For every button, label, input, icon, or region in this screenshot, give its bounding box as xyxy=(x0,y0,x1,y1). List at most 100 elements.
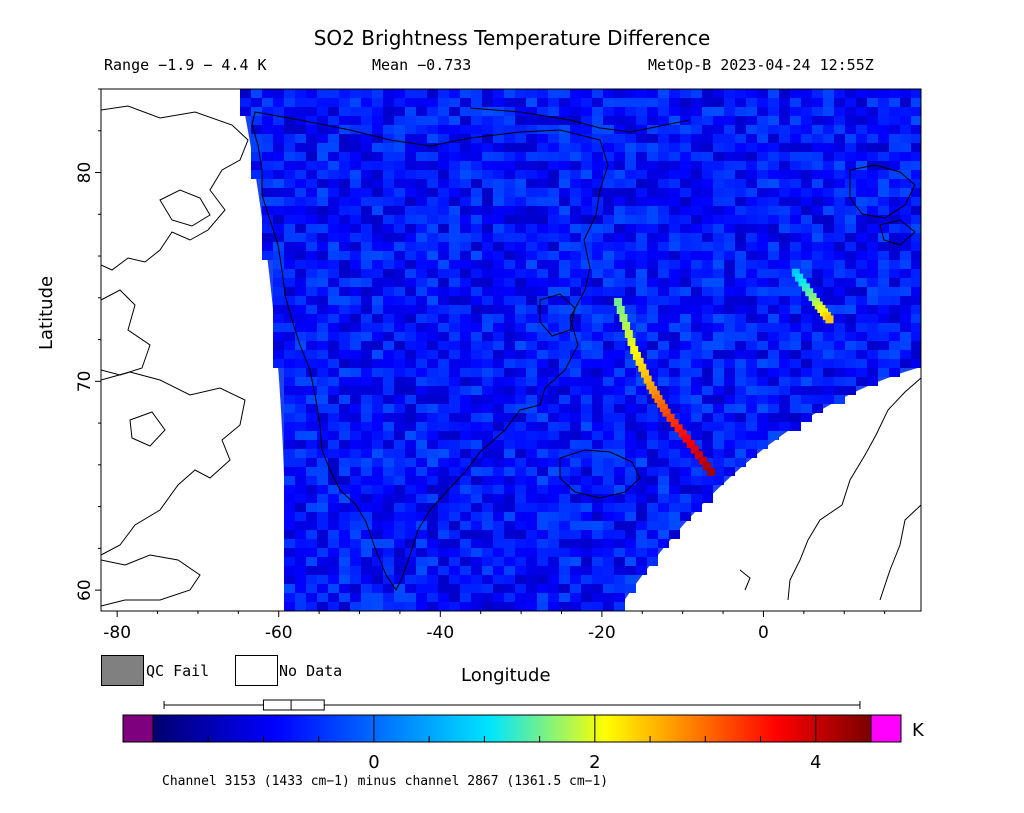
swath-cell xyxy=(724,161,735,170)
swath-cell xyxy=(570,584,581,593)
swath-cell xyxy=(471,116,482,125)
swath-cell xyxy=(702,179,713,188)
y-tick-label: 80 xyxy=(75,162,95,184)
swath-cell xyxy=(372,125,383,134)
swath-cell xyxy=(581,377,592,386)
swath-cell xyxy=(779,125,790,134)
plume-cell xyxy=(694,451,703,460)
swath-cell xyxy=(647,143,658,152)
plume-cell xyxy=(791,268,800,277)
swath-cell xyxy=(559,278,570,287)
swath-cell xyxy=(559,143,570,152)
swath-cell xyxy=(625,314,636,323)
swath-cell xyxy=(427,206,438,215)
swath-cell xyxy=(636,485,647,494)
swath-cell xyxy=(592,485,603,494)
swath-cell xyxy=(339,332,350,341)
swath-cell xyxy=(493,323,504,332)
swath-cell xyxy=(548,395,559,404)
swath-cell xyxy=(779,89,790,98)
swath-cell xyxy=(603,134,614,143)
swath-cell xyxy=(328,170,339,179)
swath-cell xyxy=(746,350,757,359)
swath-cell xyxy=(438,359,449,368)
swath-cell xyxy=(482,494,493,503)
swath-cell xyxy=(339,485,350,494)
swath-cell xyxy=(581,188,592,197)
swath-cell xyxy=(449,530,460,539)
swath-cell xyxy=(592,107,603,116)
swath-cell xyxy=(361,125,372,134)
swath-cell xyxy=(482,224,493,233)
swath-cell xyxy=(724,98,735,107)
swath-cell xyxy=(471,548,482,557)
swath-cell xyxy=(383,89,394,98)
swath-cell xyxy=(471,431,482,440)
swath-cell xyxy=(669,278,680,287)
swath-cell xyxy=(526,161,537,170)
swath-cell xyxy=(592,134,603,143)
swath-cell xyxy=(449,413,460,422)
swath-cell xyxy=(878,350,889,359)
swath-cell xyxy=(306,206,317,215)
swath-cell xyxy=(559,314,570,323)
swath-cell xyxy=(713,413,724,422)
swath-cell xyxy=(372,494,383,503)
swath-cell xyxy=(438,476,449,485)
swath-cell xyxy=(471,386,482,395)
swath-cell xyxy=(350,431,361,440)
swath-cell xyxy=(482,170,493,179)
swath-cell xyxy=(350,305,361,314)
swath-cell xyxy=(460,197,471,206)
swath-cell xyxy=(548,305,559,314)
swath-cell xyxy=(559,197,570,206)
swath-cell xyxy=(889,224,900,233)
plume-cell xyxy=(632,351,641,360)
swath-cell xyxy=(295,224,306,233)
swath-cell xyxy=(636,197,647,206)
swath-cell xyxy=(691,206,702,215)
swath-cell xyxy=(680,377,691,386)
swath-cell xyxy=(779,179,790,188)
swath-cell xyxy=(350,395,361,404)
swath-cell xyxy=(295,422,306,431)
swath-cell xyxy=(350,350,361,359)
swath-cell xyxy=(680,152,691,161)
swath-cell xyxy=(801,269,812,278)
swath-cell xyxy=(735,332,746,341)
swath-cell xyxy=(746,422,757,431)
swath-cell xyxy=(845,260,856,269)
swath-cell xyxy=(350,323,361,332)
swath-cell xyxy=(581,341,592,350)
swath-cell xyxy=(713,467,724,476)
swath-cell xyxy=(295,242,306,251)
swath-cell xyxy=(537,206,548,215)
swath-cell xyxy=(449,341,460,350)
swath-cell xyxy=(482,539,493,548)
swath-cell xyxy=(614,269,625,278)
swath-cell xyxy=(460,512,471,521)
swath-cell xyxy=(416,593,427,602)
swath-cell xyxy=(306,188,317,197)
swath-cell xyxy=(372,431,383,440)
plume-cell xyxy=(666,413,675,422)
swath-cell xyxy=(295,584,306,593)
swath-cell xyxy=(592,143,603,152)
swath-cell xyxy=(845,314,856,323)
swath-cell xyxy=(889,134,900,143)
swath-cell xyxy=(361,602,372,611)
swath-cell xyxy=(493,512,504,521)
swath-cell xyxy=(273,125,284,134)
swath-cell xyxy=(581,161,592,170)
swath-cell xyxy=(592,89,603,98)
swath-cell xyxy=(713,458,724,467)
swath-cell xyxy=(471,584,482,593)
swath-cell xyxy=(328,314,339,323)
swath-cell xyxy=(438,269,449,278)
swath-cell xyxy=(504,332,515,341)
swath-cell xyxy=(482,449,493,458)
swath-cell xyxy=(911,224,921,233)
swath-cell xyxy=(812,224,823,233)
swath-cell xyxy=(504,458,515,467)
swath-cell xyxy=(680,386,691,395)
